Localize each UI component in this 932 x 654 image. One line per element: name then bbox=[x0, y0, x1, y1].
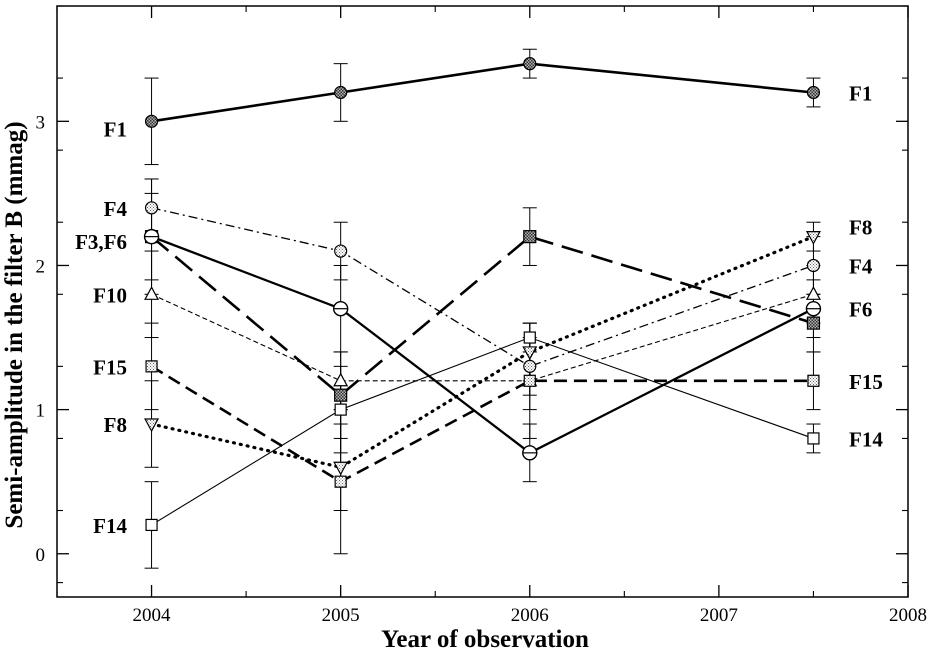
series-label-right: F15 bbox=[849, 370, 883, 394]
series-line-f8 bbox=[149, 235, 816, 469]
x-tick-label: 2005 bbox=[322, 605, 360, 626]
series-line-f6 bbox=[151, 235, 814, 455]
series-point bbox=[334, 475, 347, 488]
series-point bbox=[523, 57, 537, 71]
series-point bbox=[144, 201, 159, 215]
x-tick-label: 2007 bbox=[700, 605, 738, 626]
series-point bbox=[523, 331, 536, 344]
series-point bbox=[805, 231, 821, 245]
series-line-f14 bbox=[151, 336, 814, 526]
series-line-f4 bbox=[151, 207, 814, 368]
y-tick-label: 0 bbox=[36, 545, 46, 566]
y-tick-label: 2 bbox=[36, 256, 46, 277]
series-markers-f10 bbox=[144, 286, 821, 387]
series-point bbox=[523, 230, 537, 244]
series-line-f10 bbox=[151, 293, 814, 382]
series-point bbox=[144, 114, 159, 128]
x-tick-label: 2004 bbox=[133, 605, 172, 626]
series-label-right: F14 bbox=[849, 427, 883, 451]
series-layer bbox=[143, 48, 822, 569]
x-axis-title: Year of observation bbox=[381, 626, 589, 653]
y-tick-label: 3 bbox=[36, 112, 46, 133]
series-point bbox=[806, 258, 821, 273]
series-label-left: F10 bbox=[93, 283, 127, 307]
series-label-left: F14 bbox=[93, 514, 127, 538]
series-label-left: F15 bbox=[93, 355, 127, 379]
series-point bbox=[333, 461, 349, 476]
series-point bbox=[805, 301, 822, 317]
series-point bbox=[806, 85, 821, 100]
series-markers-f14 bbox=[145, 331, 820, 532]
series-point bbox=[805, 286, 821, 300]
error-bars-f10 bbox=[144, 250, 821, 411]
x-tick-label: 2008 bbox=[889, 605, 927, 626]
error-bars-f6 bbox=[144, 178, 821, 483]
series-point bbox=[523, 374, 536, 387]
error-bars-f4 bbox=[144, 178, 821, 396]
series-markers-f3 bbox=[144, 230, 821, 402]
series-label-left: F1 bbox=[104, 118, 127, 142]
series-point bbox=[522, 346, 538, 361]
series-label-right: F4 bbox=[849, 254, 873, 278]
error-bars-f3 bbox=[144, 192, 821, 439]
x-axis: 2004 2005 2006 2007 2008 bbox=[56, 6, 927, 626]
series-point bbox=[145, 360, 158, 373]
y-axis: 0 1 2 3 bbox=[36, 5, 908, 584]
series-markers-f8 bbox=[144, 231, 821, 476]
plot-frame bbox=[56, 5, 909, 598]
series-label-left: F3,F6 bbox=[75, 230, 127, 254]
series-point bbox=[807, 432, 820, 445]
series-point bbox=[144, 418, 160, 433]
y-axis-title: Semi-amplitude in the filter B (mmag) bbox=[1, 121, 28, 528]
series-point bbox=[523, 359, 537, 373]
series-label-right: F8 bbox=[849, 216, 872, 240]
series-label-left: F8 bbox=[104, 413, 127, 437]
series-line-f1 bbox=[151, 62, 814, 123]
plot-border bbox=[56, 5, 909, 598]
series-markers-f15 bbox=[145, 360, 820, 488]
x-tick-label: 2006 bbox=[511, 605, 549, 626]
series-markers-f6 bbox=[143, 228, 822, 461]
series-labels: F1 F4 F3,F6 F10 F15 F8 F14 F1 F8 F4 F6 F15 F14 bbox=[75, 81, 883, 537]
series-point bbox=[334, 85, 348, 100]
series-point bbox=[806, 316, 821, 330]
series-line-f3 bbox=[150, 235, 814, 397]
series-point bbox=[334, 244, 348, 258]
series-point bbox=[143, 228, 160, 245]
series-label-left: F4 bbox=[104, 197, 128, 221]
series-point bbox=[522, 445, 538, 461]
series-markers-f4 bbox=[144, 201, 821, 373]
series-line-f15 bbox=[150, 365, 814, 484]
series-point bbox=[807, 374, 820, 387]
series-point bbox=[334, 403, 347, 416]
y-tick-label: 1 bbox=[36, 401, 46, 422]
series-point bbox=[144, 286, 160, 300]
series-label-right: F6 bbox=[849, 298, 872, 322]
series-point bbox=[145, 518, 158, 532]
series-label-right: F1 bbox=[849, 81, 872, 105]
series-point bbox=[333, 372, 349, 387]
series-markers-f1 bbox=[144, 57, 821, 128]
series-point bbox=[334, 388, 348, 402]
series-point bbox=[332, 301, 349, 317]
